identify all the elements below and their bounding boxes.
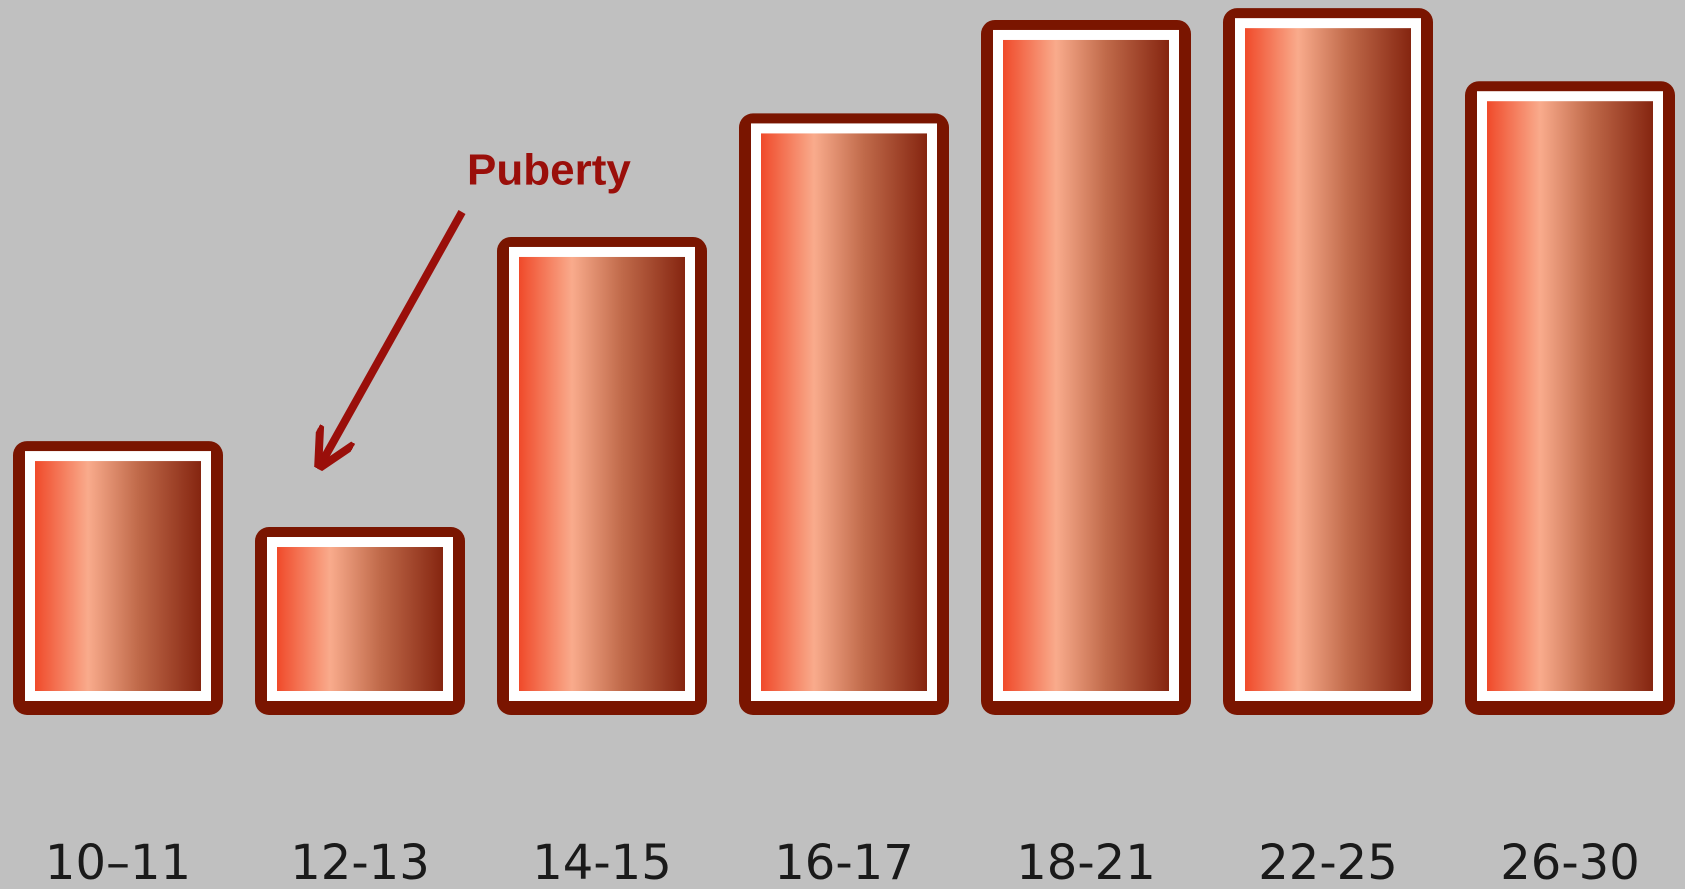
annotation-arrow <box>322 210 466 462</box>
x-tick-label: 14-15 <box>532 835 671 889</box>
bar-face <box>1003 39 1169 692</box>
x-tick-label: 10–11 <box>45 835 191 889</box>
bar-face <box>519 256 685 691</box>
annotation: Puberty <box>467 146 631 195</box>
bar-face <box>35 461 201 691</box>
x-tick-label: 22-25 <box>1258 835 1397 889</box>
x-tick-label: 18-21 <box>1016 835 1155 889</box>
x-tick-label: 12-13 <box>290 835 429 889</box>
bar-face <box>1487 101 1653 692</box>
bar-face <box>1245 28 1411 691</box>
bar-face <box>761 133 927 691</box>
bar-face <box>277 547 443 691</box>
x-tick-label: 16-17 <box>774 835 913 889</box>
x-tick-label: 26-30 <box>1500 835 1639 889</box>
